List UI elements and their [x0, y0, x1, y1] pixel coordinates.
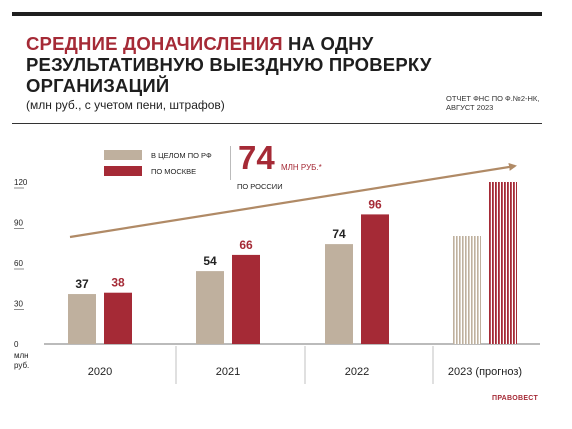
source-line2: АВГУСТ 2023: [446, 103, 494, 112]
bar-rf: [325, 244, 353, 344]
legend-label-rf: В ЦЕЛОМ ПО РФ: [151, 151, 212, 160]
top-bar: [12, 12, 542, 16]
highlight-unit: МЛН РУБ.*: [281, 163, 322, 172]
bar-rf: [196, 271, 224, 344]
highlight-value: 74: [238, 139, 275, 176]
x-category-label: 2020: [88, 366, 112, 378]
legend-label-moscow: ПО МОСКВЕ: [151, 167, 197, 176]
legend-swatch-rf: [104, 150, 142, 160]
title-rest: НА ОДНУ: [282, 33, 374, 54]
legend-swatch-moscow: [104, 166, 142, 176]
page-title-line1: СРЕДНИЕ ДОНАЧИСЛЕНИЯ НА ОДНУ: [26, 34, 374, 54]
trend-arrow: [69, 162, 517, 239]
title-accent: СРЕДНИЕ ДОНАЧИСЛЕНИЯ: [26, 33, 283, 54]
subtitle: (млн руб., с учетом пени, штрафов): [26, 98, 225, 112]
highlight-divider: [230, 146, 231, 180]
y-unit-label: руб.: [14, 361, 29, 370]
y-unit-label: млн: [14, 351, 29, 360]
data-label: 74: [332, 227, 346, 241]
data-label: 38: [111, 276, 125, 290]
data-label: 96: [368, 197, 382, 211]
y-tick-label: 60: [14, 259, 23, 268]
bar-moscow: [489, 182, 517, 344]
data-label: 37: [75, 277, 89, 291]
x-category-label: 2023 (прогноз): [448, 366, 522, 378]
page-title-line2: РЕЗУЛЬТАТИВНУЮ ВЫЕЗДНУЮ ПРОВЕРКУ: [26, 54, 432, 75]
data-label: 66: [239, 238, 253, 252]
x-category-label: 2022: [345, 366, 369, 378]
bar-moscow: [104, 292, 132, 344]
header-divider: [12, 123, 542, 124]
bar-rf: [453, 236, 481, 344]
data-label: 54: [203, 254, 217, 268]
page-title-line3: ОРГАНИЗАЦИЙ: [26, 75, 170, 96]
brand-logo: ПРАВОВЕСТ: [492, 395, 539, 402]
x-category-label: 2021: [216, 366, 240, 378]
bar-moscow: [361, 214, 389, 344]
bar-moscow: [232, 254, 260, 344]
y-tick-label: 90: [14, 219, 23, 228]
y-tick-label: 0: [14, 340, 19, 349]
highlight-label: ПО РОССИИ: [237, 182, 283, 191]
source-line1: ОТЧЕТ ФНС ПО Ф.№2-НК,: [446, 94, 540, 103]
y-tick-label: 120: [14, 178, 28, 187]
source-note: ОТЧЕТ ФНС ПО Ф.№2-НК, АВГУСТ 2023: [446, 94, 539, 112]
bar-rf: [68, 294, 96, 344]
y-tick-label: 30: [14, 300, 23, 309]
